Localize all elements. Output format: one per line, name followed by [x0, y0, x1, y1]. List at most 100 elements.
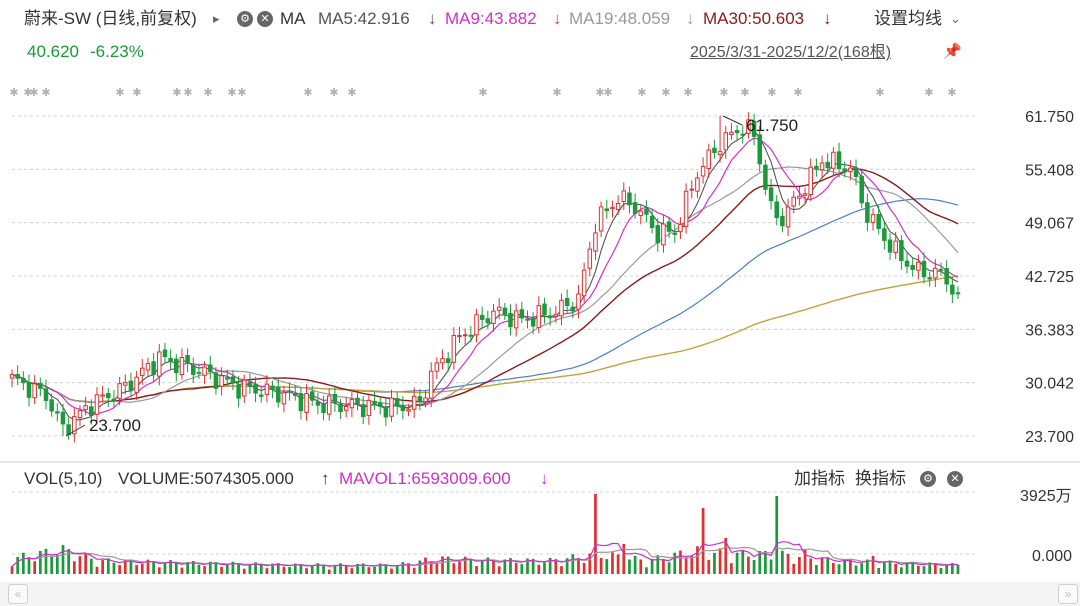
event-marker-icon: ✱	[237, 87, 246, 99]
candle	[117, 383, 122, 399]
volume-bar	[135, 565, 138, 574]
volume-bar	[412, 567, 416, 574]
candle	[491, 310, 496, 325]
candle	[819, 162, 825, 171]
candle	[644, 208, 649, 215]
volume-bar	[662, 558, 665, 574]
volume-bar	[520, 564, 524, 574]
ma-settings-button[interactable]: 设置均线	[874, 9, 942, 28]
volume-bar	[339, 563, 342, 574]
ma19-arrow: ↓	[686, 9, 695, 28]
candle	[938, 268, 944, 271]
scroll-left-button[interactable]: «	[8, 584, 28, 604]
close-icon[interactable]: ✕	[257, 11, 273, 27]
candle	[865, 202, 870, 223]
candle	[134, 376, 139, 393]
chevron-down-icon[interactable]: ⌄	[950, 11, 961, 26]
candle	[253, 383, 258, 394]
candle	[287, 390, 292, 393]
candle	[751, 120, 757, 137]
candle	[825, 161, 830, 169]
candle	[89, 406, 94, 416]
volume-bar	[514, 562, 518, 574]
event-marker-icon: ✱	[637, 87, 646, 99]
volume-bar	[786, 553, 790, 574]
vol-label: VOL(5,10)	[24, 469, 103, 488]
volume-bar	[922, 566, 926, 574]
switch-indicator-button[interactable]: 换指标	[855, 469, 906, 488]
candle	[882, 228, 887, 241]
volume-bar	[157, 567, 161, 574]
candle	[338, 403, 343, 413]
candle	[191, 364, 196, 375]
volume-bar	[486, 557, 490, 574]
time-scrollbar[interactable]	[0, 582, 1080, 606]
volume-bar	[441, 556, 444, 574]
candle	[275, 386, 281, 403]
volume-bar	[458, 561, 461, 574]
volume-bar	[775, 496, 779, 574]
scroll-right-button[interactable]: »	[1058, 584, 1078, 604]
event-marker-icon: ✱	[347, 87, 356, 99]
event-marker-icon: ✱	[924, 87, 933, 99]
volume-bar	[565, 558, 569, 574]
ma9-line	[11, 137, 959, 416]
volume-bar	[344, 565, 348, 574]
candle	[281, 392, 287, 405]
candle	[83, 405, 88, 411]
candle	[298, 393, 304, 412]
volume-bar	[271, 563, 274, 574]
annotation-pointer	[65, 424, 86, 437]
candle	[55, 411, 60, 414]
volume-bar	[316, 563, 320, 574]
volume-bar	[203, 566, 206, 574]
candle	[797, 195, 802, 199]
event-marker-icon: ✱	[683, 87, 692, 99]
volume-bar	[378, 563, 382, 574]
indicator-label: MA	[280, 9, 306, 28]
candle	[309, 391, 315, 401]
volume-bar	[27, 557, 31, 574]
candle	[225, 377, 230, 380]
volume-bar	[560, 566, 563, 574]
candle	[802, 193, 808, 196]
volume-bar	[282, 566, 286, 574]
volume-bar	[265, 568, 269, 574]
volume-bar	[225, 565, 229, 574]
candle	[683, 190, 689, 227]
volume-bar	[33, 561, 37, 574]
ma5-line	[11, 129, 959, 421]
vol-close-icon[interactable]: ✕	[947, 471, 963, 487]
candle	[21, 377, 26, 384]
candle	[581, 269, 587, 297]
play-icon[interactable]: ▸	[213, 11, 220, 26]
volume-bar	[735, 552, 739, 574]
add-indicator-button[interactable]: 加指标	[794, 469, 845, 488]
event-marker-icon: ✱	[947, 87, 956, 99]
candle	[627, 192, 632, 206]
candle	[553, 313, 559, 317]
volume-bar	[129, 559, 133, 574]
date-range[interactable]: 2025/3/31-2025/12/2(168根)	[690, 44, 892, 61]
ma30-line	[11, 168, 959, 404]
candle	[768, 187, 774, 202]
volume-bar	[384, 564, 388, 574]
event-marker-icon: ✱	[23, 87, 32, 99]
candle	[66, 424, 71, 436]
y-tick-label: 23.700	[1025, 429, 1074, 446]
candle	[394, 398, 400, 407]
candle	[547, 315, 553, 319]
volume-bar	[877, 567, 881, 574]
vol-gear-icon[interactable]: ⚙	[920, 471, 936, 487]
volume-bar	[101, 560, 104, 574]
gear-icon[interactable]: ⚙	[237, 11, 253, 27]
candle	[440, 358, 445, 364]
y-tick-label: 30.042	[1025, 376, 1074, 393]
candle	[893, 240, 898, 253]
event-marker-icon: ✱	[603, 87, 612, 99]
pin-icon[interactable]: 📌	[943, 43, 962, 60]
ma19-line	[11, 166, 959, 407]
event-marker-icon: ✱	[41, 87, 50, 99]
candle	[791, 196, 796, 207]
